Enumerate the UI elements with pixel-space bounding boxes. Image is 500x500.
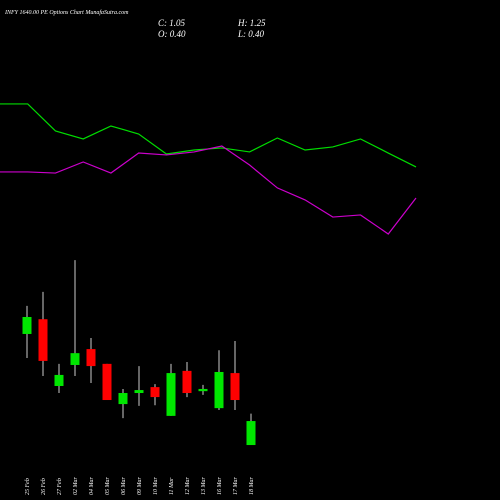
candle-body	[134, 390, 144, 394]
x-tick-label: 09 Mar	[137, 477, 143, 495]
ohlc-label: H: 1.25	[237, 18, 266, 28]
candle-body	[102, 363, 112, 401]
x-tick-label: 13 Mar	[201, 477, 207, 495]
ohlc-label: L: 0.40	[237, 29, 265, 39]
candle-body	[22, 316, 32, 334]
candle-body	[70, 353, 80, 365]
x-tick-label: 16 Mar	[217, 477, 223, 495]
ohlc-label: C: 1.05	[158, 18, 186, 28]
chart-title: INFY 1640.00 PE Options Chart MunafaSutr…	[4, 9, 129, 16]
x-tick-label: 25 Feb	[25, 478, 31, 495]
candle-body	[198, 388, 208, 392]
candle-body	[150, 387, 160, 398]
x-tick-label: 04 Mar	[88, 477, 95, 495]
candle-body	[86, 349, 96, 367]
candle-body	[182, 370, 192, 394]
candle-body	[38, 319, 48, 361]
x-tick-label: 06 Mar	[121, 477, 127, 495]
x-tick-label: 18 Mar	[249, 477, 255, 495]
candle-body	[230, 373, 240, 401]
x-tick-label: 05 Mar	[105, 477, 111, 495]
ohlc-label: O: 0.40	[158, 29, 186, 39]
x-tick-label: 27 Feb	[57, 478, 63, 495]
x-tick-label: 10 Mar	[153, 477, 159, 495]
indicator-line	[0, 145, 417, 235]
candle-body	[246, 421, 256, 446]
candle-body	[54, 374, 64, 386]
x-tick-label: 02 Mar	[73, 477, 79, 495]
x-tick-label: 12 Mar	[185, 477, 191, 495]
x-tick-label: 26 Feb	[41, 478, 47, 495]
x-tick-label: 17 Mar	[233, 477, 239, 495]
candle-body	[166, 373, 176, 416]
candle-body	[214, 371, 224, 409]
candle-body	[118, 393, 128, 405]
x-tick-label: 11 Mar	[169, 477, 175, 495]
